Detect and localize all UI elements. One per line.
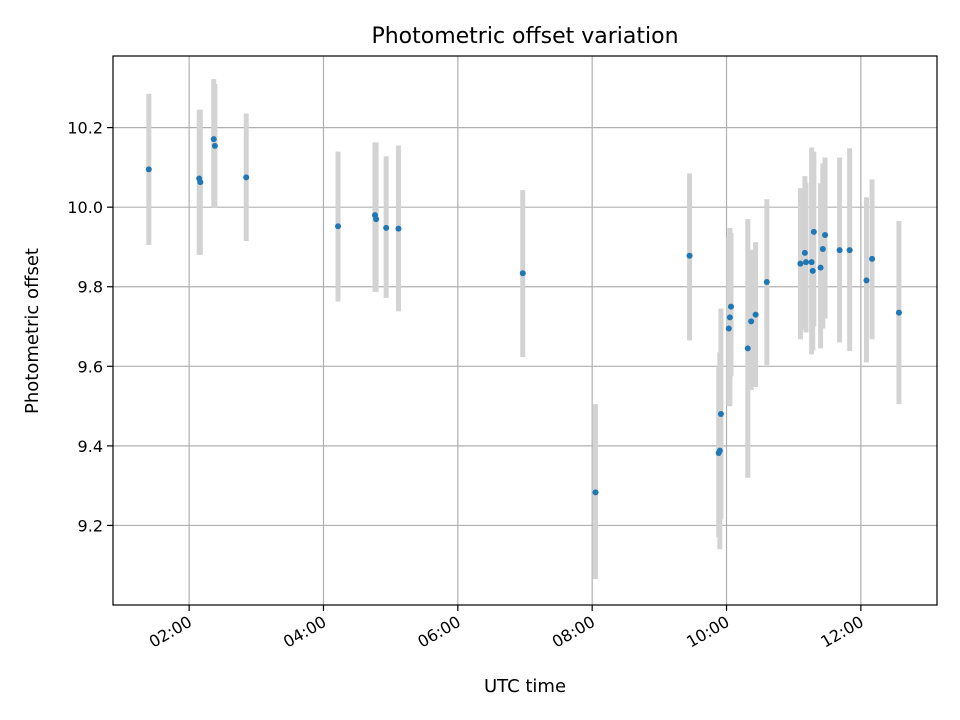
data-point bbox=[810, 228, 817, 235]
data-point bbox=[335, 223, 342, 230]
data-point bbox=[808, 259, 815, 266]
y-axis: 9.2 9.4 9.6 9.8 10.0 10.2 bbox=[67, 119, 113, 535]
data-point bbox=[726, 314, 733, 321]
data-point bbox=[797, 260, 804, 267]
y-tick-label: 10.2 bbox=[67, 119, 103, 138]
data-point bbox=[895, 309, 902, 316]
data-point bbox=[395, 225, 402, 232]
data-point bbox=[869, 255, 876, 262]
data-point bbox=[752, 311, 759, 318]
data-point bbox=[846, 247, 853, 254]
data-points bbox=[145, 136, 902, 496]
data-point bbox=[744, 345, 751, 352]
data-point bbox=[717, 411, 724, 418]
plot-frame bbox=[112, 55, 938, 606]
data-point bbox=[686, 252, 693, 259]
data-point bbox=[725, 325, 732, 332]
y-tick-label: 9.6 bbox=[78, 357, 103, 376]
data-point bbox=[145, 166, 152, 173]
y-tick-label: 9.8 bbox=[78, 278, 103, 297]
data-point bbox=[519, 270, 526, 277]
data-point bbox=[211, 142, 218, 149]
data-point bbox=[210, 136, 217, 143]
chart-title: Photometric offset variation bbox=[371, 24, 678, 49]
data-point bbox=[763, 278, 770, 285]
data-point bbox=[748, 318, 755, 325]
data-point bbox=[836, 247, 843, 254]
data-point bbox=[863, 277, 870, 284]
data-point bbox=[817, 264, 824, 271]
data-point bbox=[383, 224, 390, 231]
data-point bbox=[801, 249, 808, 256]
data-point bbox=[809, 267, 816, 274]
data-point bbox=[716, 447, 723, 454]
y-tick-label: 9.2 bbox=[78, 516, 103, 535]
y-tick-label: 10.0 bbox=[67, 198, 103, 217]
y-tick-label: 9.4 bbox=[78, 437, 103, 456]
data-point bbox=[819, 245, 826, 252]
data-point bbox=[822, 232, 829, 239]
data-point bbox=[728, 303, 734, 310]
x-axis-label: UTC time bbox=[484, 676, 566, 697]
y-axis-label: Photometric offset bbox=[22, 248, 43, 414]
data-point bbox=[592, 489, 599, 496]
data-point bbox=[243, 174, 250, 181]
data-point bbox=[373, 216, 380, 223]
data-point bbox=[803, 259, 810, 266]
data-point bbox=[197, 179, 204, 186]
